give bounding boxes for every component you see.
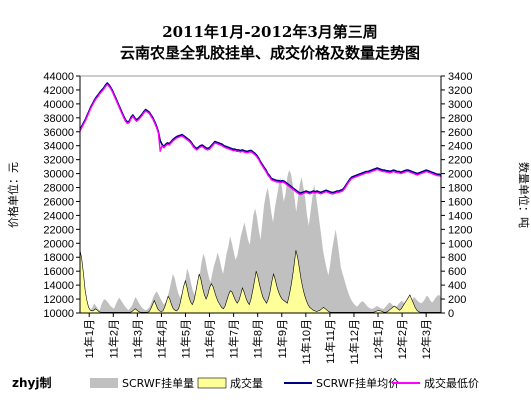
right-tick-label: 1000 [448, 238, 472, 250]
right-tick-label: 3200 [448, 85, 472, 97]
legend-label-2: SCRWF挂单均价 [316, 376, 399, 390]
left-tick-label: 10000 [43, 308, 74, 320]
left-tick-label: 40000 [43, 99, 74, 111]
x-tick-label: 12年3月 [419, 319, 433, 359]
x-axis: 11年1月 11年2月 11年3月 11年4月 11年5月 11年6月 11年7月 11年8月… [80, 312, 441, 365]
right-tick-label: 3000 [448, 99, 472, 111]
right-tick-label: 2600 [448, 127, 472, 139]
x-tick-label: 12年2月 [395, 319, 409, 359]
legend-label-3: 成交最低价 [424, 376, 479, 390]
series-line-2 [79, 82, 442, 194]
x-tick-label: 11年10月 [299, 319, 313, 365]
right-tick-label: 2200 [448, 155, 472, 167]
x-tick-label: 11年2月 [106, 319, 120, 359]
left-tick-label: 16000 [43, 266, 74, 278]
right-tick-label: 1200 [448, 224, 472, 236]
left-tick-label: 32000 [43, 155, 74, 167]
left-tick-label: 30000 [43, 169, 74, 181]
left-tick-label: 44000 [43, 71, 74, 83]
left-tick-label: 38000 [43, 113, 74, 125]
left-tick-label: 14000 [43, 280, 74, 292]
legend-swatch-0 [90, 378, 118, 388]
left-tick-label: 28000 [43, 183, 74, 195]
left-tick-label: 36000 [43, 127, 74, 139]
legend-label-1: 成交量 [230, 376, 263, 390]
left-tick-label: 42000 [43, 85, 74, 97]
chart-title-line2: 云南农垦全乳胶挂单、成交价格及数量走势图 [120, 44, 420, 62]
series-area-1 [79, 250, 442, 314]
legend-swatch-1 [197, 377, 227, 389]
right-tick-label: 2400 [448, 141, 472, 153]
left-axis: 10000 12000 14000 16000 18000 20000 22000 24000… [43, 71, 81, 320]
left-axis-label: 价格单位：元 [6, 162, 20, 228]
right-tick-label: 2800 [448, 113, 472, 125]
signature-text: zhyj制 [12, 375, 51, 390]
right-tick-label: 1800 [448, 183, 472, 195]
x-tick-label: 11年4月 [154, 319, 168, 359]
left-tick-label: 12000 [43, 294, 74, 306]
series-area-0 [80, 170, 441, 313]
right-tick-label: 2000 [448, 169, 472, 181]
right-tick-label: 1400 [448, 210, 472, 222]
right-axis-label: 数量单位：吨 [517, 162, 531, 228]
x-tick-label: 11年9月 [275, 319, 289, 359]
x-tick-label: 11年12月 [347, 319, 361, 365]
legend: zhyj制 SCRWF挂单量 成交量 SCRWF挂单均价 成交最低价 [12, 375, 479, 390]
right-tick-label: 0 [448, 308, 454, 320]
left-tick-label: 20000 [43, 238, 74, 250]
right-tick-label: 600 [448, 266, 466, 278]
legend-label-0: SCRWF挂单量 [122, 376, 194, 390]
series-line-3 [79, 83, 442, 196]
x-tick-label: 11年5月 [178, 319, 192, 359]
x-tick-label: 11年3月 [130, 319, 144, 359]
x-tick-label: 11年8月 [251, 319, 265, 359]
left-tick-label: 24000 [43, 210, 74, 222]
right-tick-label: 400 [448, 280, 466, 292]
x-tick-label: 11年6月 [203, 319, 217, 359]
plot-area [79, 75, 442, 314]
x-tick-label: 12年1月 [371, 319, 385, 359]
x-tick-label: 11年7月 [227, 319, 241, 359]
chart-title-line1: 2011年1月-2012年3月第三周 [162, 23, 378, 41]
left-tick-label: 34000 [43, 141, 74, 153]
right-tick-label: 3400 [448, 71, 472, 83]
right-tick-label: 800 [448, 252, 466, 264]
right-tick-label: 200 [448, 294, 466, 306]
left-tick-label: 26000 [43, 196, 74, 208]
x-tick-label: 11年1月 [82, 319, 96, 359]
left-tick-label: 18000 [43, 252, 74, 264]
left-tick-label: 22000 [43, 224, 74, 236]
right-tick-label: 1600 [448, 196, 472, 208]
x-tick-label: 11年11月 [323, 319, 337, 364]
